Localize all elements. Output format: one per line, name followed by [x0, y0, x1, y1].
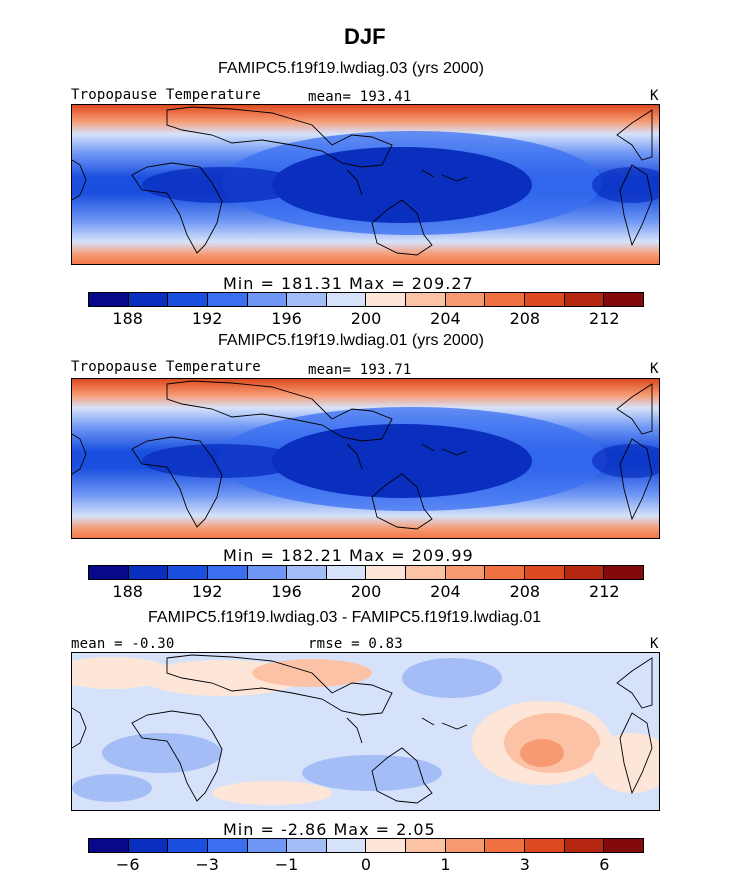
colorbar-swatch	[604, 839, 643, 852]
colorbar-tick-label: 208	[509, 309, 541, 328]
colorbar-swatch	[168, 839, 208, 852]
colorbar-tick-label: 188	[112, 582, 143, 601]
colorbar-swatch	[485, 293, 526, 306]
panel3-stats: Min = -2.86 Max = 2.05	[223, 820, 436, 839]
colorbar-swatch	[406, 293, 446, 306]
colorbar-swatch	[366, 566, 407, 579]
colorbar-swatch	[207, 839, 248, 852]
colorbar-tick-label: −3	[195, 855, 219, 874]
panel1-map	[71, 104, 660, 265]
panel1-mean-label: mean= 193.41	[308, 89, 412, 105]
colorbar-swatch	[604, 293, 643, 306]
panel3-mean-label: mean = -0.30	[71, 636, 175, 652]
colorbar-swatch	[287, 566, 327, 579]
colorbar-swatch	[326, 839, 367, 852]
colorbar-tick-label: 188	[112, 309, 143, 328]
colorbar-tick-label: 6	[599, 855, 610, 874]
panel3-subtitle: FAMIPC5.f19f19.lwdiag.03 - FAMIPC5.f19f1…	[148, 609, 542, 626]
colorbar-swatch	[564, 293, 605, 306]
colorbar-swatch	[247, 839, 288, 852]
colorbar-swatch	[128, 839, 169, 852]
panel3-map	[71, 652, 660, 811]
panel3-rmse-label: rmse = 0.83	[308, 636, 403, 652]
panel2-colorbar-ticks: 188 192 196 200 204 208 212	[88, 582, 644, 602]
panel1-variable-label: Tropopause Temperature	[71, 87, 261, 103]
colorbar-tick-label: 204	[430, 309, 461, 328]
colorbar-swatch	[128, 566, 169, 579]
panel3-units: K	[650, 636, 659, 652]
colorbar-tick-label: 208	[509, 582, 541, 601]
colorbar-swatch	[207, 293, 248, 306]
colorbar-tick-label: 0	[360, 855, 372, 874]
page-title: DJF	[344, 24, 386, 49]
panel2-subtitle: FAMIPC5.f19f19.lwdiag.01 (yrs 2000)	[218, 332, 484, 349]
colorbar-swatch	[525, 566, 565, 579]
colorbar-tick-label: 196	[271, 582, 302, 601]
colorbar-tick-label: 204	[430, 582, 461, 601]
colorbar-swatch	[445, 293, 486, 306]
colorbar-tick-label: 3	[519, 855, 530, 874]
colorbar-swatch	[564, 839, 605, 852]
colorbar-swatch	[445, 839, 486, 852]
colorbar-swatch	[168, 293, 208, 306]
colorbar-tick-label: 200	[350, 309, 382, 328]
panel2-variable-label: Tropopause Temperature	[71, 359, 261, 375]
colorbar-swatch	[287, 293, 327, 306]
colorbar-swatch	[89, 293, 129, 306]
colorbar-tick-label: 196	[271, 309, 302, 328]
colorbar-swatch	[326, 293, 367, 306]
colorbar-swatch	[89, 566, 129, 579]
colorbar-tick-label: 212	[589, 309, 620, 328]
panel3-colorbar	[88, 838, 644, 853]
colorbar-swatch	[89, 839, 129, 852]
colorbar-swatch	[168, 566, 208, 579]
colorbar-swatch	[485, 839, 526, 852]
colorbar-swatch	[247, 293, 288, 306]
panel2-mean-label: mean= 193.71	[308, 362, 412, 378]
colorbar-swatch	[525, 839, 565, 852]
colorbar-swatch	[564, 566, 605, 579]
colorbar-swatch	[128, 293, 169, 306]
colorbar-swatch	[406, 566, 446, 579]
panel1-colorbar-ticks: 188 192 196 200 204 208 212	[88, 309, 644, 329]
colorbar-swatch	[287, 839, 327, 852]
colorbar-tick-label: 1	[440, 855, 451, 874]
colorbar-swatch	[207, 566, 248, 579]
colorbar-tick-label: 192	[191, 582, 223, 601]
colorbar-swatch	[326, 566, 367, 579]
panel2-colorbar	[88, 565, 644, 580]
colorbar-swatch	[366, 839, 407, 852]
panel1-subtitle: FAMIPC5.f19f19.lwdiag.03 (yrs 2000)	[218, 60, 484, 77]
panel2-stats: Min = 182.21 Max = 209.99	[223, 546, 474, 565]
colorbar-tick-label: 192	[191, 309, 223, 328]
colorbar-tick-label: 200	[350, 582, 382, 601]
colorbar-tick-label: −1	[274, 855, 299, 874]
panel1-stats: Min = 181.31 Max = 209.27	[223, 274, 474, 293]
panel3-colorbar-ticks: −6 −3 −1 0 1 3 6	[88, 855, 644, 875]
colorbar-swatch	[485, 566, 526, 579]
colorbar-swatch	[445, 566, 486, 579]
colorbar-swatch	[366, 293, 407, 306]
colorbar-swatch	[604, 566, 643, 579]
panel1-colorbar	[88, 292, 644, 307]
colorbar-tick-label: 212	[589, 582, 620, 601]
colorbar-tick-label: −6	[115, 855, 140, 874]
colorbar-swatch	[247, 566, 288, 579]
panel2-units: K	[650, 361, 659, 377]
panel2-map	[71, 378, 660, 539]
colorbar-swatch	[406, 839, 446, 852]
panel1-units: K	[650, 88, 659, 104]
colorbar-swatch	[525, 293, 565, 306]
